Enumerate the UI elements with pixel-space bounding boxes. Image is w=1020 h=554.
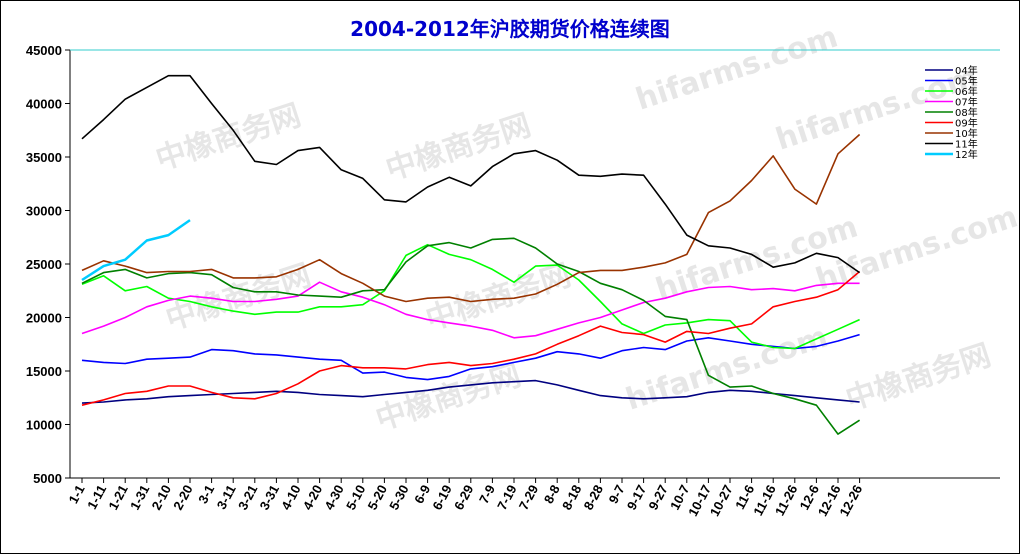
- x-tick-label: 5-20: [365, 482, 390, 512]
- series-line-06年: [81, 243, 860, 350]
- x-tick-label: 11-26: [772, 482, 801, 518]
- x-tick-label: 6-29: [451, 482, 476, 512]
- y-tick-label: 20000: [26, 311, 62, 326]
- y-tick-label: 35000: [26, 150, 62, 165]
- legend-label: 06年: [955, 85, 978, 98]
- watermark-text: hifarms.com: [622, 319, 832, 417]
- legend-label: 05年: [955, 75, 978, 88]
- x-tick-label: 7-29: [516, 482, 541, 512]
- series-line-08年: [81, 237, 861, 435]
- x-tick-label: 9-27: [645, 482, 670, 512]
- x-tick-label: 1-31: [127, 482, 152, 512]
- watermark-text: hifarms.com: [632, 19, 842, 117]
- chart-title: 2004-2012年沪胶期货价格连续图: [350, 17, 670, 41]
- legend-label: 12年: [955, 148, 978, 161]
- watermark-text: 中橡商务网: [372, 358, 525, 438]
- x-tick-label: 1-21: [105, 482, 130, 512]
- x-tick-label: 5-30: [386, 482, 411, 512]
- x-tick-label: 10-27: [707, 482, 736, 518]
- y-tick-label: 10000: [26, 418, 62, 433]
- x-tick-label: 4-30: [321, 482, 346, 512]
- series-line-04年: [81, 379, 860, 404]
- series-line-07年: [81, 281, 860, 339]
- y-tick-label: 30000: [26, 204, 62, 219]
- y-tick-label: 40000: [26, 97, 62, 112]
- watermark-text: 中橡商务网: [842, 338, 995, 418]
- x-tick-label: 3-31: [257, 482, 282, 512]
- series-line-10年: [81, 133, 861, 303]
- x-tick-label: 1-11: [84, 482, 109, 511]
- x-tick-label: 5-10: [343, 482, 368, 512]
- x-tick-label: 8-18: [559, 482, 584, 512]
- x-tick-label: 2-20: [170, 482, 195, 512]
- x-tick-label: 3-11: [214, 482, 239, 511]
- legend-label: 11年: [955, 138, 978, 151]
- x-tick-label: 6-19: [429, 482, 454, 512]
- legend-label: 10年: [955, 127, 978, 140]
- x-tick-label: 2-10: [149, 482, 174, 512]
- x-tick-label: 9-17: [624, 482, 649, 512]
- y-tick-label: 25000: [26, 257, 62, 272]
- x-tick-label: 4-20: [300, 482, 325, 512]
- legend-label: 07年: [955, 96, 978, 109]
- y-tick-label: 45000: [26, 43, 62, 58]
- x-tick-label: 8-28: [581, 482, 606, 512]
- series-line-05年: [81, 333, 860, 381]
- x-tick-label: 12-26: [836, 482, 865, 518]
- x-tick-label: 3-21: [235, 482, 260, 512]
- x-tick-label: 4-10: [278, 482, 303, 512]
- y-tick-label: 15000: [26, 364, 62, 379]
- y-tick-label: 5000: [33, 471, 62, 486]
- legend-label: 04年: [955, 64, 978, 77]
- series-line-11年: [81, 74, 861, 274]
- watermark-text: 中橡商务网: [152, 98, 305, 178]
- legend-label: 08年: [955, 106, 978, 119]
- watermark-text: 中橡商务网: [382, 108, 535, 188]
- x-tick-label: 7-19: [494, 482, 519, 512]
- series-line-12年: [81, 219, 191, 282]
- legend-label: 09年: [955, 117, 978, 130]
- series-line-09年: [81, 270, 861, 406]
